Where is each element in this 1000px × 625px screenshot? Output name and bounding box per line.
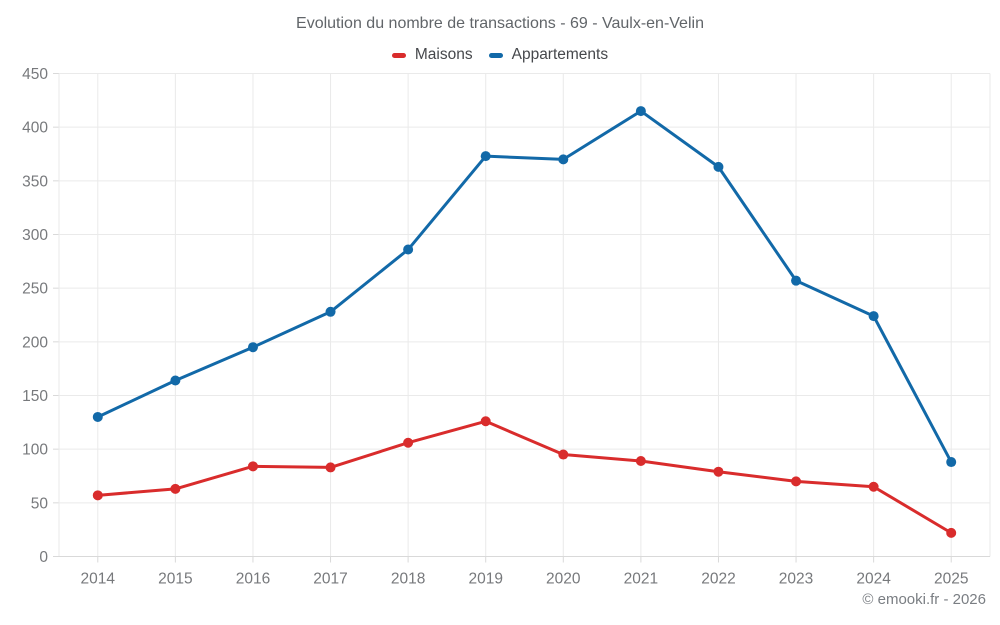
x-tick-label: 2021 bbox=[624, 571, 658, 588]
appartements-data-point[interactable] bbox=[791, 275, 802, 286]
maisons-data-point[interactable] bbox=[868, 481, 879, 492]
maisons-data-point[interactable] bbox=[480, 416, 491, 427]
maisons-line bbox=[96, 419, 953, 535]
appartements-data-point[interactable] bbox=[403, 244, 414, 255]
y-tick-label: 400 bbox=[22, 120, 48, 137]
appartements-data-point[interactable] bbox=[558, 154, 569, 165]
appartements-data-point[interactable] bbox=[92, 411, 103, 422]
legend-label-appartements: Appartements bbox=[511, 46, 609, 63]
x-tick-label: 2024 bbox=[856, 571, 891, 588]
maisons-data-point[interactable] bbox=[713, 466, 724, 477]
appartements-data-point[interactable] bbox=[946, 457, 957, 468]
appartements-data-point[interactable] bbox=[480, 151, 491, 162]
appartements-data-point[interactable] bbox=[868, 311, 879, 322]
y-tick-label: 200 bbox=[22, 334, 48, 351]
y-tick-label: 250 bbox=[22, 281, 48, 298]
x-tick-label: 2016 bbox=[236, 571, 270, 588]
copyright-text: © emooki.fr - 2026 bbox=[862, 591, 986, 608]
legend-item-appartements[interactable]: Appartements bbox=[488, 46, 609, 64]
y-tick-label: 50 bbox=[31, 495, 49, 512]
appartements-data-point[interactable] bbox=[325, 306, 336, 317]
x-tick-label: 2023 bbox=[779, 571, 813, 588]
maisons-data-point[interactable] bbox=[635, 455, 646, 466]
chart-title: Evolution du nombre de transactions - 69… bbox=[296, 15, 704, 32]
appartements-data-point[interactable] bbox=[170, 375, 181, 386]
maisons-data-point[interactable] bbox=[247, 461, 258, 472]
maisons-data-point[interactable] bbox=[558, 449, 569, 460]
maisons-data-point[interactable] bbox=[170, 483, 181, 494]
y-tick-label: 0 bbox=[39, 549, 48, 566]
appartements-series-swatch-icon bbox=[488, 52, 503, 58]
appartements-data-point[interactable] bbox=[247, 342, 258, 353]
maisons-data-point[interactable] bbox=[92, 490, 103, 501]
x-tick-label: 2015 bbox=[158, 571, 192, 588]
maisons-data-point[interactable] bbox=[946, 527, 957, 538]
y-tick-label: 450 bbox=[22, 66, 48, 83]
x-tick-label: 2017 bbox=[313, 571, 347, 588]
maisons-data-point[interactable] bbox=[791, 476, 802, 487]
maisons-data-point[interactable] bbox=[325, 462, 336, 473]
x-tick-label: 2020 bbox=[546, 571, 581, 588]
appartements-data-point[interactable] bbox=[635, 106, 646, 117]
legend-label-maisons: Maisons bbox=[414, 46, 473, 63]
x-tick-label: 2014 bbox=[81, 571, 116, 588]
y-tick-label: 350 bbox=[22, 173, 48, 190]
x-tick-label: 2025 bbox=[934, 571, 968, 588]
maisons-data-point[interactable] bbox=[403, 437, 414, 448]
appartements-line bbox=[96, 109, 953, 464]
y-tick-label: 150 bbox=[22, 388, 48, 405]
appartements-data-point[interactable] bbox=[713, 161, 724, 172]
legend-item-maisons[interactable]: Maisons bbox=[391, 46, 473, 64]
y-tick-label: 300 bbox=[22, 227, 48, 244]
chart-legend: Maisons Appartements bbox=[0, 46, 1000, 64]
x-tick-label: 2018 bbox=[391, 571, 425, 588]
maisons-series-swatch-icon bbox=[391, 52, 406, 58]
y-tick-label: 100 bbox=[22, 442, 48, 459]
x-tick-label: 2022 bbox=[701, 571, 735, 588]
x-tick-label: 2019 bbox=[468, 571, 502, 588]
